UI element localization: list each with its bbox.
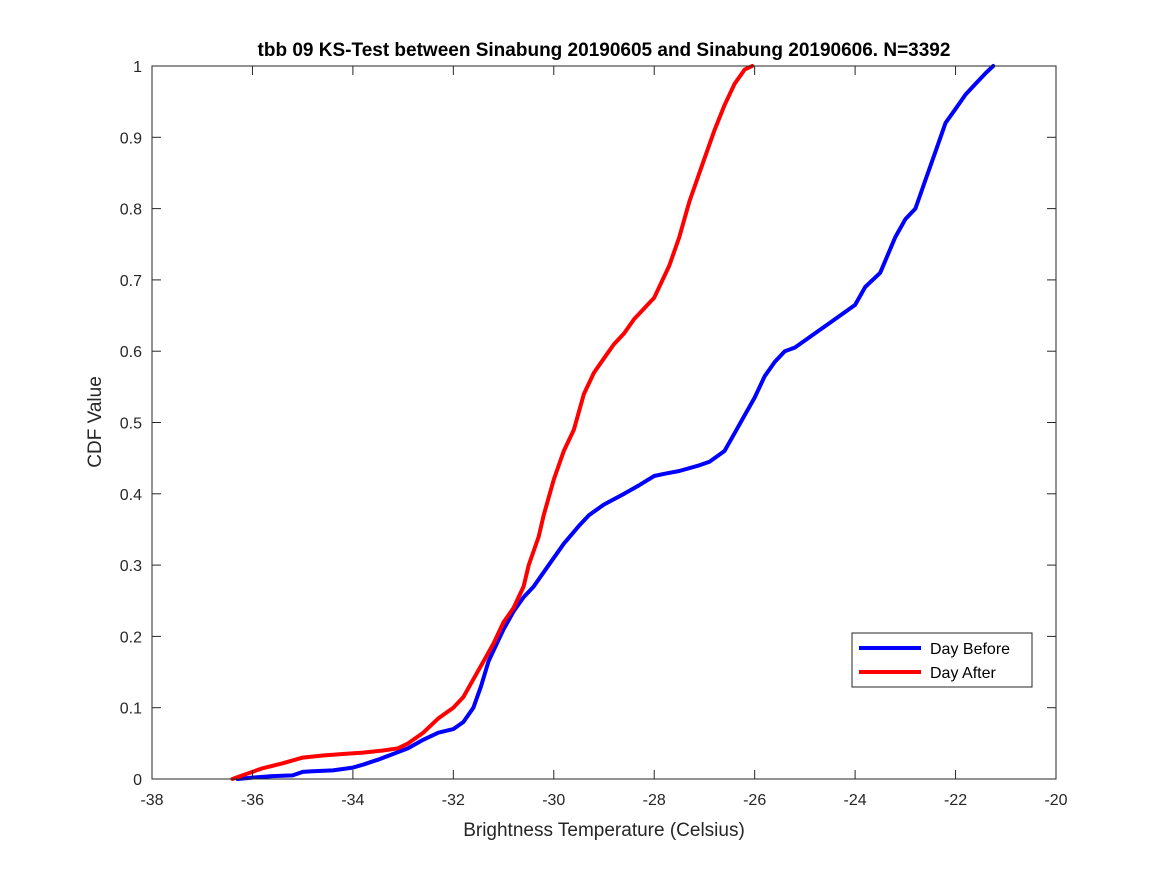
x-tick-label: -24 bbox=[844, 792, 867, 809]
y-axis-label: CDF Value bbox=[85, 376, 106, 468]
x-tick-label: -36 bbox=[241, 792, 264, 809]
y-tick-label: 0 bbox=[133, 772, 142, 789]
chart-title: tbb 09 KS-Test between Sinabung 20190605… bbox=[258, 40, 951, 61]
series-line-day-before bbox=[235, 64, 996, 781]
y-tick-label: 0.4 bbox=[120, 487, 142, 504]
x-tick-label: -30 bbox=[542, 792, 565, 809]
x-tick-label: -20 bbox=[1044, 792, 1067, 809]
legend-label-day-after: Day After bbox=[930, 665, 996, 682]
x-tick-label: -22 bbox=[944, 792, 967, 809]
x-tick-label: -28 bbox=[643, 792, 666, 809]
x-tick-label: -38 bbox=[140, 792, 163, 809]
y-tick-label: 0.5 bbox=[120, 416, 142, 433]
x-axis-ticks: -38 -36 -34 -32 -30 -28 -26 -24 -22 -20 bbox=[140, 66, 1068, 809]
y-tick-label: 0.2 bbox=[120, 629, 142, 646]
x-tick-label: -34 bbox=[341, 792, 364, 809]
legend-label-day-before: Day Before bbox=[930, 641, 1010, 658]
y-tick-label: 0.9 bbox=[120, 130, 142, 147]
series-line-day-after bbox=[230, 64, 755, 781]
legend: Day Before Day After bbox=[851, 632, 1033, 688]
y-tick-label: 0.6 bbox=[120, 344, 142, 361]
series-layer bbox=[230, 64, 996, 781]
y-tick-label: 0.3 bbox=[120, 558, 142, 575]
y-tick-label: 0.7 bbox=[120, 273, 142, 290]
y-tick-label: 1 bbox=[133, 59, 142, 76]
x-tick-label: -26 bbox=[743, 792, 766, 809]
x-axis-label: Brightness Temperature (Celsius) bbox=[463, 820, 745, 841]
x-tick-label: -32 bbox=[442, 792, 465, 809]
y-axis-ticks: 0 0.1 0.2 0.3 0.4 0.5 0.6 0.7 0.8 0.9 1 bbox=[120, 59, 1056, 789]
y-tick-label: 0.1 bbox=[120, 701, 142, 718]
y-tick-label: 0.8 bbox=[120, 202, 142, 219]
legend-box bbox=[851, 632, 1033, 688]
